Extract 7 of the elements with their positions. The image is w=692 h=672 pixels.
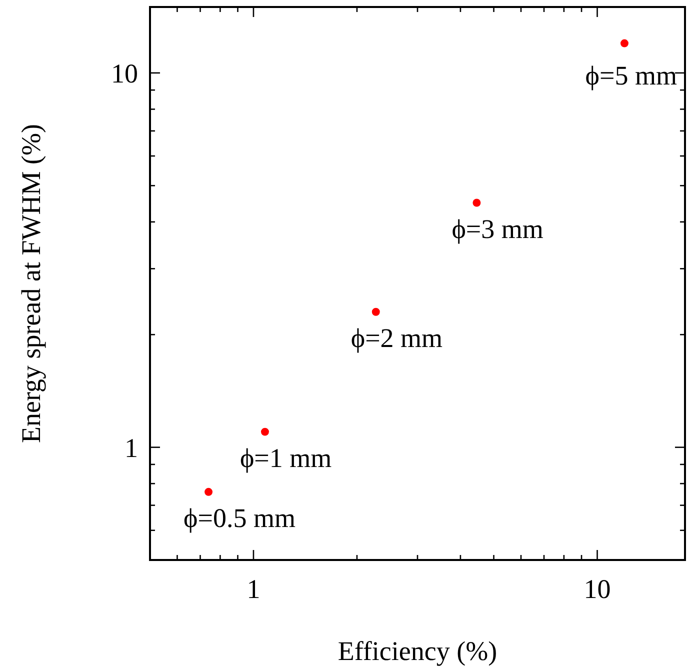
- x-axis-title: Efficiency (%): [338, 636, 498, 666]
- annotation: ϕ=5 mm: [585, 60, 677, 90]
- annotation: ϕ=2 mm: [350, 322, 443, 353]
- annotation: ϕ=3 mm: [452, 214, 544, 244]
- y-axis-title: Energy spread at FWHM (%): [16, 124, 46, 443]
- annotation: ϕ=1 mm: [240, 442, 332, 473]
- annotation: ϕ=0.5 mm: [184, 502, 296, 533]
